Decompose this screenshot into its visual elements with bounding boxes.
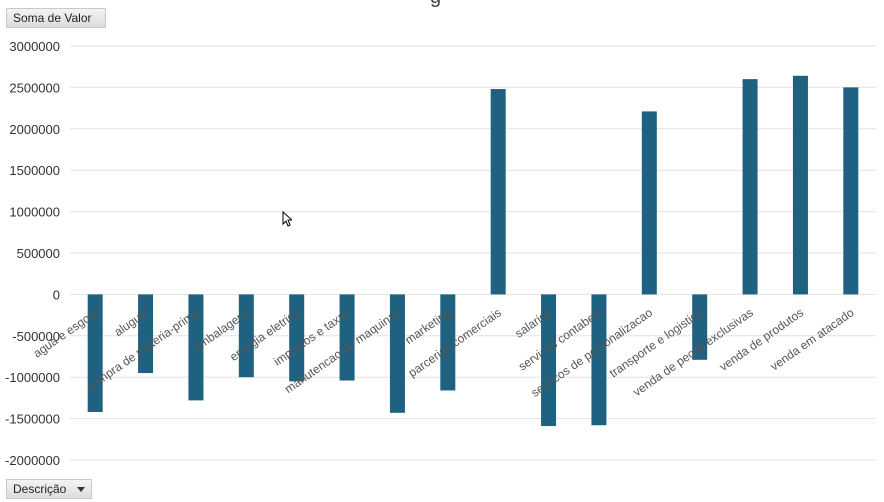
y-tick-label: 2500000 [9, 80, 60, 95]
y-tick-label: 1000000 [9, 205, 60, 220]
y-tick-label: 2000000 [9, 122, 60, 137]
bar [238, 294, 254, 378]
y-tick-label: -500000 [12, 329, 60, 344]
bar [591, 294, 607, 426]
value-field-button[interactable]: Soma de Valor [6, 8, 106, 28]
category-field-dropdown[interactable]: Descrição [6, 479, 92, 499]
y-axis-ticks: 3000000 2500000 2000000 1500000 1000000 50000… [5, 39, 60, 468]
bars [87, 75, 859, 427]
y-tick-label: -1000000 [5, 370, 60, 385]
bar [389, 294, 405, 413]
y-tick-label: 1500000 [9, 163, 60, 178]
y-tick-label: 500000 [17, 246, 60, 261]
chart-title-fragment: g [430, 0, 441, 9]
bar [138, 294, 154, 374]
gridlines [70, 45, 876, 461]
bar [339, 294, 355, 381]
x-tick-label: venda de produtos [717, 305, 806, 373]
bar [490, 89, 506, 295]
mouse-cursor-icon [282, 211, 292, 227]
y-tick-label: -1500000 [5, 412, 60, 427]
y-tick-label: -2000000 [5, 453, 60, 468]
value-field-label: Soma de Valor [13, 11, 92, 25]
bar [742, 79, 758, 295]
bar [641, 111, 657, 295]
x-tick-label: venda em atacado [768, 305, 857, 373]
category-field-label: Descrição [13, 482, 67, 496]
bar [692, 294, 708, 360]
bar [792, 75, 808, 295]
x-tick-label: servicos contabeis [516, 305, 605, 373]
y-tick-label: 0 [53, 287, 60, 302]
chevron-down-icon [77, 487, 85, 492]
y-tick-label: 3000000 [9, 39, 60, 54]
bar [87, 294, 103, 412]
bar [188, 294, 204, 401]
bar [289, 294, 305, 382]
bar [440, 294, 456, 391]
bar [541, 294, 557, 427]
bar [843, 87, 859, 295]
